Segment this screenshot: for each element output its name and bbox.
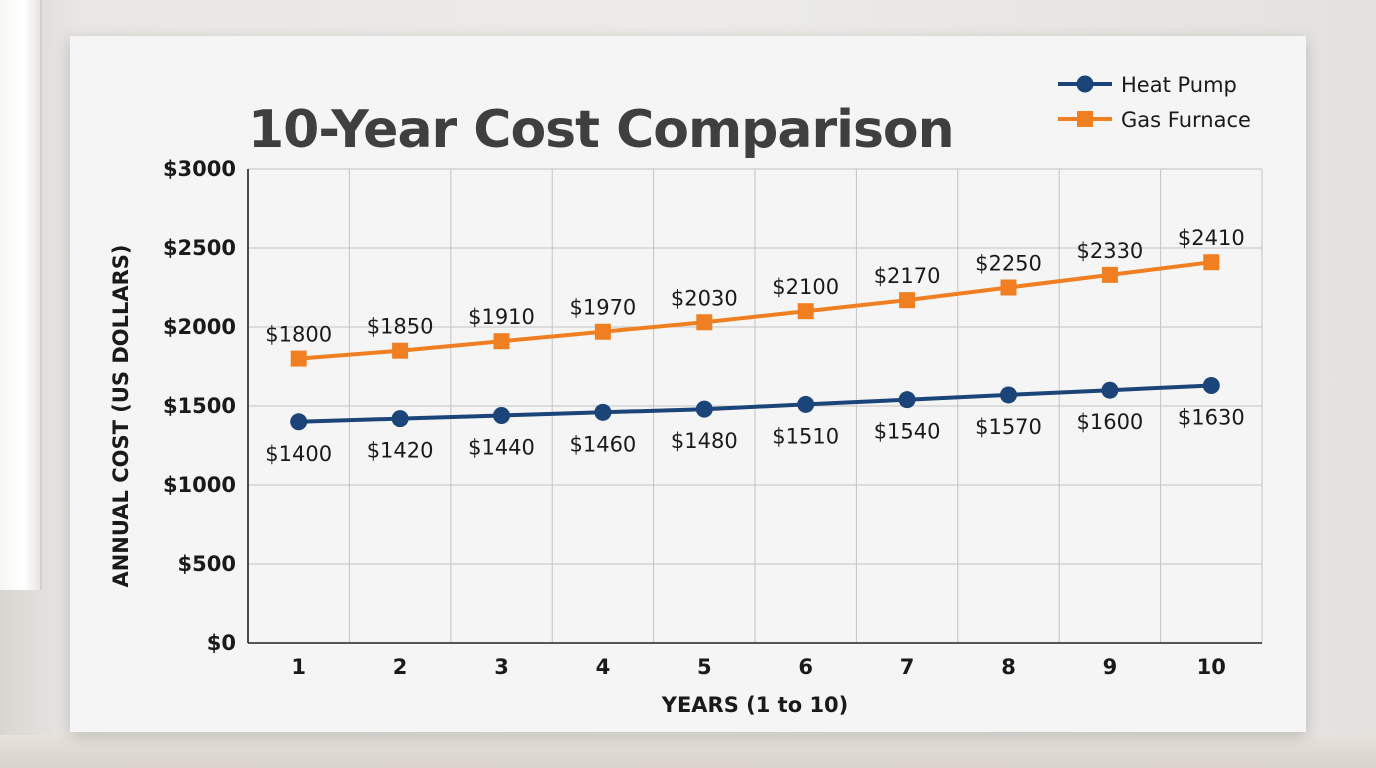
heat-pump-point — [290, 413, 308, 431]
gas-furnace-data-label: $2250 — [975, 252, 1042, 276]
gas-furnace-point — [493, 333, 510, 350]
chart-panel: 10-Year Cost Comparison $0 $500 $1000 $1500… — [70, 36, 1306, 732]
heat-pump-line — [298, 383, 1212, 424]
gas-furnace-point — [1000, 279, 1017, 296]
x-tick-label: 6 — [798, 655, 813, 679]
heat-pump-data-label: $1420 — [367, 439, 434, 463]
y-tick-label: $1500 — [163, 394, 236, 418]
heat-pump-data-label: $1570 — [975, 415, 1042, 439]
heat-pump-data-label: $1480 — [671, 429, 738, 453]
legend-gas-furnace-marker — [1077, 111, 1093, 127]
gas-furnace-data-label: $2170 — [874, 264, 941, 288]
heat-pump-data-label: $1460 — [569, 432, 636, 456]
heat-pump-point — [695, 400, 713, 418]
gas-furnace-data-label: $2330 — [1076, 239, 1143, 263]
heat-pump-data-label: $1540 — [874, 420, 941, 444]
heat-pump-data-label: $1510 — [772, 424, 839, 448]
legend: Heat Pump Gas Furnace — [1058, 73, 1251, 132]
heat-pump-data-label: $1630 — [1178, 405, 1245, 429]
gas-furnace-data-label: $2100 — [772, 275, 839, 299]
heat-pump-point — [1101, 381, 1119, 399]
axes — [247, 169, 1262, 644]
gas-furnace-data-label: $2410 — [1178, 226, 1245, 250]
gas-furnace-point — [290, 350, 307, 367]
y-tick-label: $2500 — [163, 236, 236, 260]
legend-heat-pump-label: Heat Pump — [1121, 73, 1237, 97]
x-tick-label: 8 — [1001, 655, 1016, 679]
heat-pump-point — [594, 403, 612, 421]
y-tick-label: $3000 — [163, 157, 236, 181]
gas-furnace-data-label: $1910 — [468, 305, 535, 329]
gas-furnace-point — [392, 342, 409, 359]
x-tick-label: 5 — [697, 655, 712, 679]
gas-furnace-point — [899, 292, 916, 309]
y-axis-label: ANNUAL COST (US DOLLARS) — [109, 244, 133, 587]
heat-pump-point — [493, 406, 510, 424]
chart-title: 10-Year Cost Comparison — [248, 100, 955, 160]
gas-furnace-data-label: $1850 — [367, 315, 434, 339]
heat-pump-data-label: $1400 — [265, 442, 332, 466]
x-tick-label: 10 — [1197, 655, 1226, 679]
gas-furnace-point — [797, 303, 814, 320]
background-floor — [0, 735, 1376, 768]
x-axis-label: YEARS (1 to 10) — [661, 693, 849, 717]
x-tick-label: 7 — [900, 655, 915, 679]
line-chart: $0 $500 $1000 $1500 $2000 $2500 $3000 1 2 3 4 5 6 7 8 9… — [109, 73, 1263, 717]
x-tick-label: 2 — [393, 655, 408, 679]
heat-pump-point — [797, 395, 815, 413]
gas-furnace-data-label: $2030 — [671, 286, 738, 310]
y-tick-label: $1000 — [163, 473, 236, 497]
gas-furnace-point — [594, 323, 611, 340]
heat-pump-point — [1202, 376, 1220, 394]
gas-furnace-line — [298, 260, 1212, 361]
x-tick-label: 1 — [291, 655, 306, 679]
y-tick-label: $500 — [178, 552, 236, 576]
heat-pump-point — [898, 391, 916, 409]
gas-furnace-data-label: $1800 — [265, 323, 332, 347]
heat-pump-point — [391, 410, 409, 428]
gas-furnace-point — [1101, 266, 1118, 283]
series-group: $1400 $1420 $1440 $1460 $1480 $1510 $1540 $1570… — [265, 226, 1244, 466]
legend-heat-pump-marker — [1076, 75, 1094, 93]
background-window — [0, 0, 42, 590]
y-tick-label: $0 — [207, 631, 236, 655]
heat-pump-point — [1000, 386, 1017, 404]
y-tick-label: $2000 — [163, 315, 236, 339]
legend-gas-furnace-label: Gas Furnace — [1121, 108, 1251, 132]
x-tick-label: 4 — [596, 655, 611, 679]
heat-pump-data-label: $1440 — [468, 435, 535, 459]
x-tick-label: 9 — [1103, 655, 1118, 679]
x-tick-label: 3 — [494, 655, 509, 679]
heat-pump-data-label: $1600 — [1076, 410, 1143, 434]
tick-labels: $0 $500 $1000 $1500 $2000 $2500 $3000 1 2 3 4 5 6 7 8 9… — [163, 157, 1226, 679]
gas-furnace-point — [696, 314, 713, 331]
gas-furnace-data-label: $1970 — [569, 296, 636, 320]
gas-furnace-point — [1203, 254, 1220, 271]
